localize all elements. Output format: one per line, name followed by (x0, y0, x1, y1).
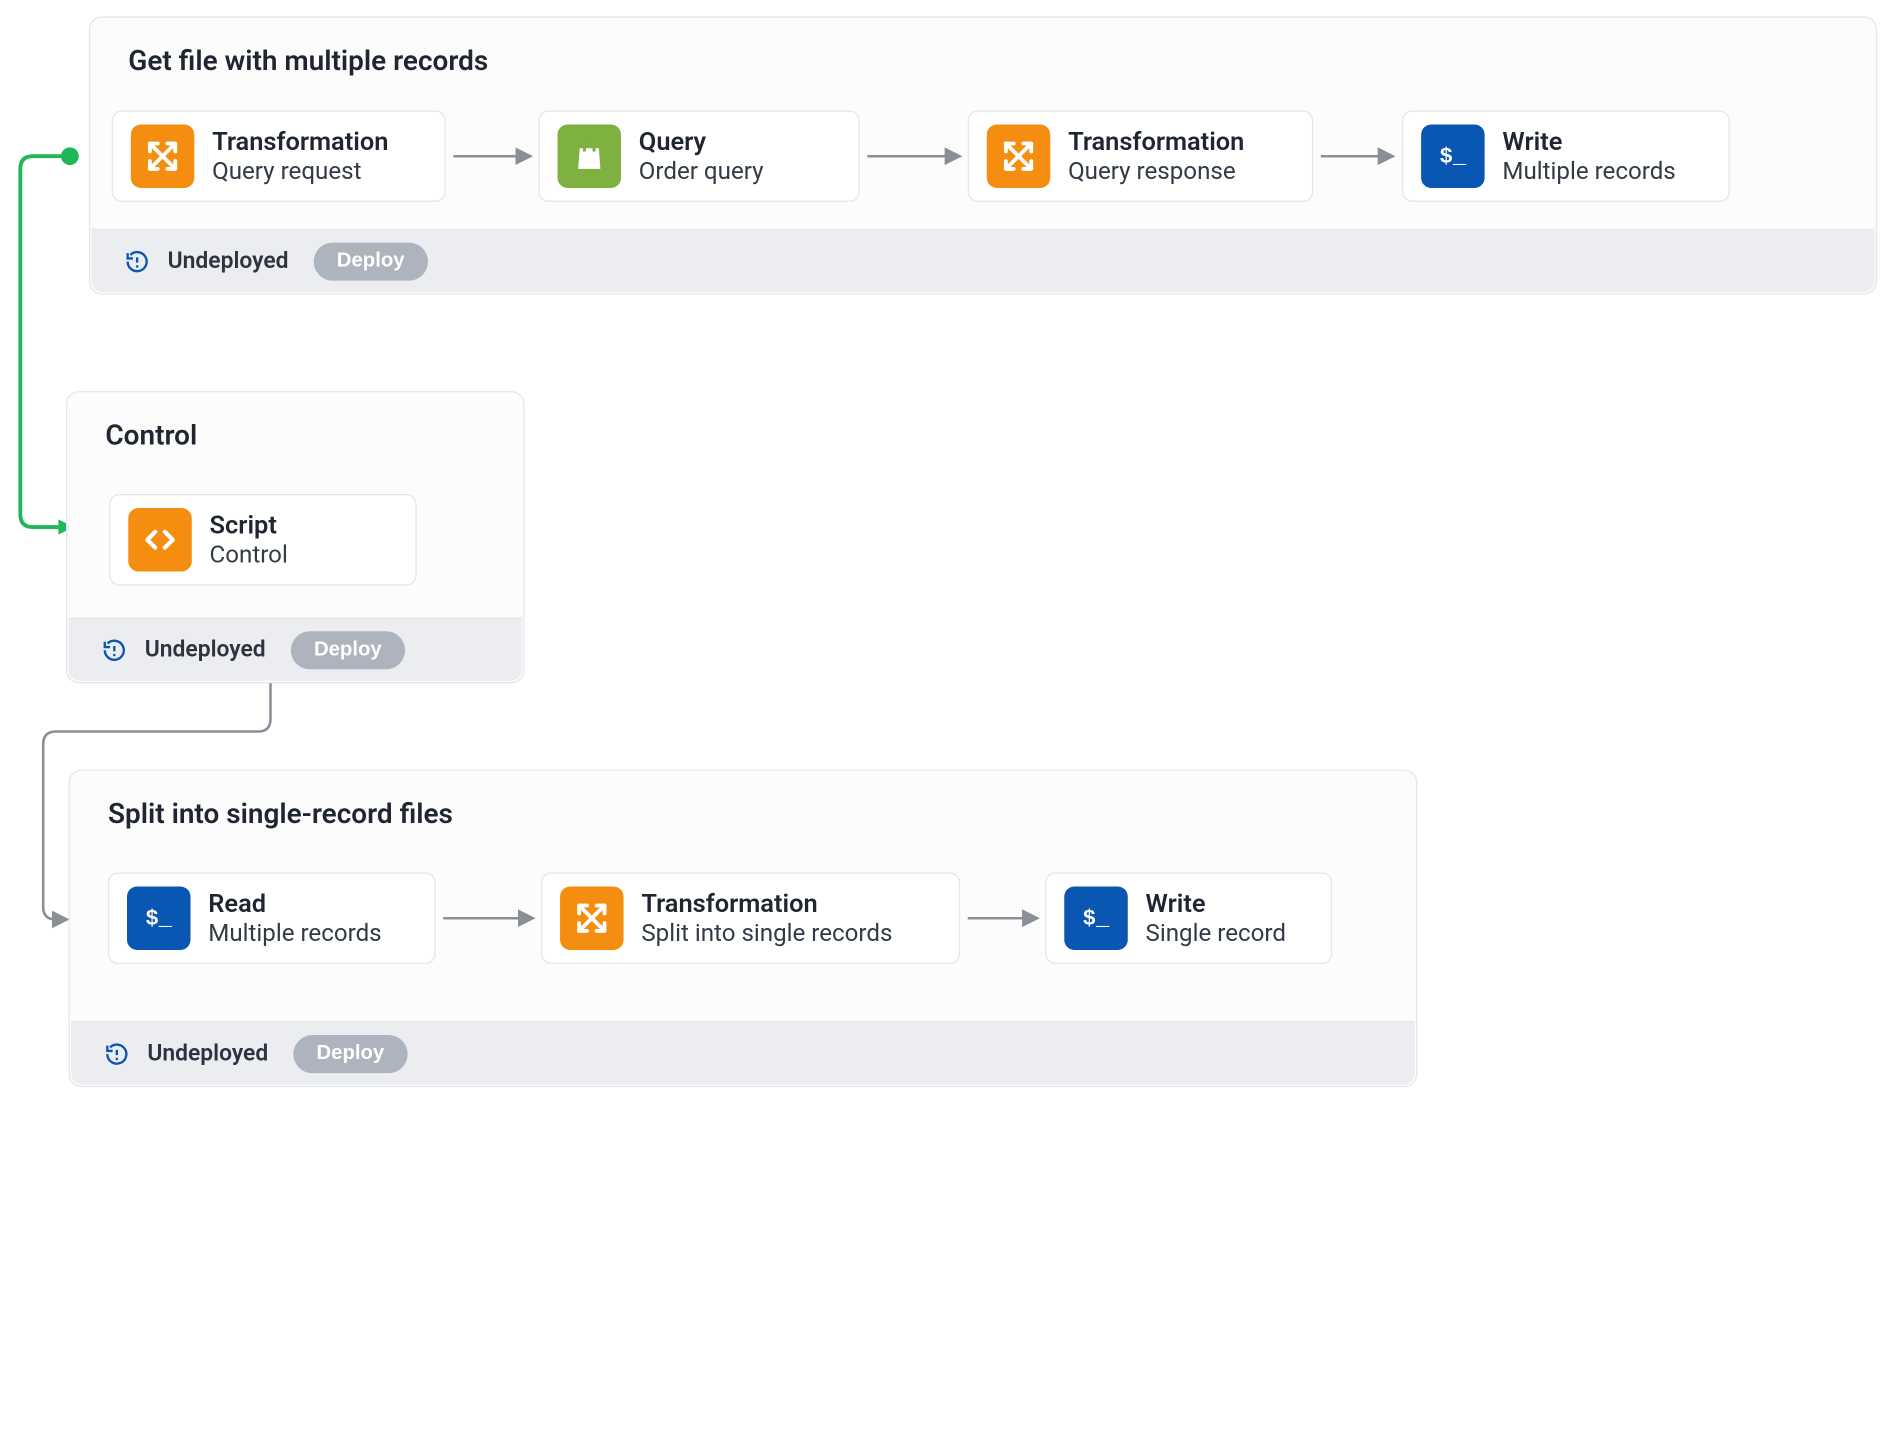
variable-icon: $_ (1421, 124, 1485, 187)
node-sub: Query response (1068, 156, 1244, 186)
panel-title: Split into single-record files (108, 799, 453, 831)
node-sub: Multiple records (208, 918, 381, 948)
panel-get-file: Get file with multiple records Transform… (89, 17, 1877, 295)
node-type: Transformation (1068, 126, 1244, 156)
node-transformation-query-request[interactable]: Transformation Query request (112, 110, 446, 201)
deploy-button[interactable]: Deploy (314, 242, 427, 280)
shop-bag-icon (558, 124, 622, 187)
arrow-n1-n2 (448, 110, 537, 201)
panel-footer: Undeployed Deploy (69, 617, 522, 681)
node-type: Transformation (212, 126, 388, 156)
panel-split: Split into single-record files $_ Read M… (69, 770, 1418, 1088)
svg-text:$_: $_ (1083, 907, 1110, 932)
node-read-multiple[interactable]: $_ Read Multiple records (108, 872, 436, 963)
undeployed-icon (124, 248, 149, 273)
node-sub: Control (210, 540, 288, 570)
node-type: Query (639, 126, 764, 156)
variable-icon: $_ (127, 886, 191, 950)
arrow-n6-n7 (438, 872, 540, 963)
panel-footer: Undeployed Deploy (71, 1021, 1415, 1085)
node-type: Read (208, 888, 381, 918)
shuffle-icon (560, 886, 624, 950)
node-script-control[interactable]: Script Control (109, 494, 416, 585)
node-type: Write (1146, 888, 1286, 918)
arrow-n7-n8 (963, 872, 1044, 963)
undeployed-icon (104, 1041, 129, 1066)
panel-control: Control Script Control Undeployed Deploy (66, 391, 524, 683)
node-sub: Multiple records (1502, 156, 1675, 186)
node-type: Write (1502, 126, 1675, 156)
deploy-button[interactable]: Deploy (291, 631, 404, 669)
node-transformation-query-response[interactable]: Transformation Query response (968, 110, 1313, 201)
node-write-single[interactable]: $_ Write Single record (1045, 872, 1332, 963)
panel-title: Get file with multiple records (128, 46, 488, 78)
shuffle-icon (987, 124, 1051, 187)
node-transformation-split[interactable]: Transformation Split into single records (541, 872, 960, 963)
panel-footer: Undeployed Deploy (91, 229, 1874, 293)
variable-icon: $_ (1064, 886, 1128, 950)
code-icon (128, 508, 192, 572)
shuffle-icon (131, 124, 195, 187)
svg-text:$_: $_ (145, 907, 172, 932)
node-query-order[interactable]: Query Order query (538, 110, 859, 201)
status-text: Undeployed (145, 636, 266, 663)
arrow-n3-n4 (1316, 110, 1400, 201)
arrow-n2-n3 (862, 110, 966, 201)
svg-text:$_: $_ (1440, 145, 1467, 170)
panel-title: Control (105, 420, 197, 452)
node-sub: Single record (1146, 918, 1286, 948)
node-sub: Order query (639, 156, 764, 186)
node-sub: Split into single records (641, 918, 892, 948)
node-type: Script (210, 509, 288, 539)
node-type: Transformation (641, 888, 892, 918)
node-sub: Query request (212, 156, 388, 186)
status-text: Undeployed (147, 1040, 268, 1067)
undeployed-icon (102, 637, 127, 662)
deploy-button[interactable]: Deploy (294, 1034, 407, 1072)
node-write-multiple[interactable]: $_ Write Multiple records (1402, 110, 1730, 201)
status-text: Undeployed (168, 248, 289, 275)
